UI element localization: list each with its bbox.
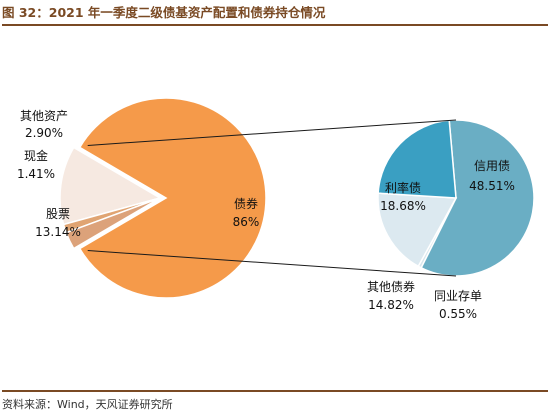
connector-top (87, 119, 457, 146)
left-pie (59, 97, 267, 299)
label-cash-name: 现金 (24, 148, 48, 163)
label-cash-value: 1.41% (17, 167, 55, 181)
label-rate-bond-value: 18.68% (380, 199, 426, 213)
slice-credit-bond (420, 119, 535, 277)
label-stock-value: 13.14% (35, 225, 81, 239)
label-rate-bond-name: 利率债 (385, 180, 421, 195)
slice-other-assets (65, 197, 161, 250)
label-ncd-value: 0.55% (439, 307, 477, 321)
slice-rate-bond (377, 119, 457, 199)
slice-bond (78, 97, 267, 299)
label-ncd-name: 同业存单 (434, 289, 482, 303)
slice-other-bonds (377, 192, 458, 268)
label-bond-name: 债券 (234, 196, 258, 211)
footer-divider (2, 390, 548, 392)
label-other-assets-name: 其他资产 (20, 109, 68, 123)
label-other-bonds-value: 14.82% (368, 298, 414, 312)
label-other-bonds-name: 其他债券 (367, 279, 415, 294)
connector-lines (87, 119, 457, 277)
label-bond-value: 86% (233, 215, 260, 229)
slice-stock (59, 146, 162, 226)
right-pie (377, 119, 535, 277)
label-other-assets-value: 2.90% (25, 126, 63, 140)
label-stock-name: 股票 (46, 207, 70, 221)
connector-bottom (87, 250, 457, 277)
label-credit-bond-value: 48.51% (469, 179, 515, 193)
label-credit-bond-name: 信用债 (474, 159, 510, 173)
source-note: 资料来源：Wind，天风证券研究所 (2, 398, 173, 411)
chart-title: 图 32：2021 年一季度二级债基资产配置和债券持仓情况 (2, 2, 548, 26)
